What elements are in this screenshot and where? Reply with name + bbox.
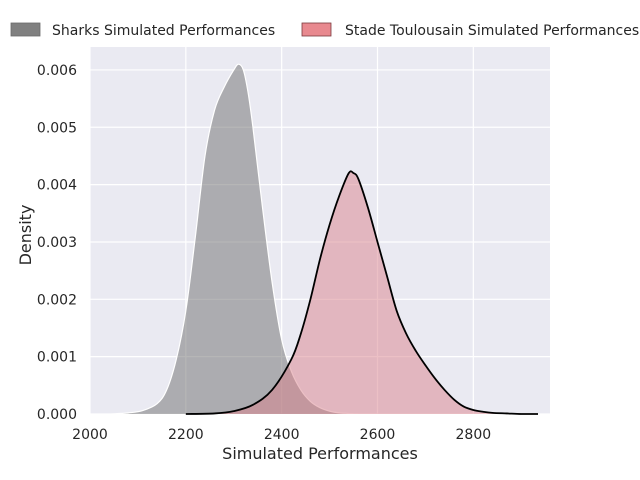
- legend-swatch-sharks: [10, 22, 41, 37]
- x-tick-label-3: 2600: [360, 427, 396, 443]
- x-axis-label: Simulated Performances: [222, 444, 418, 463]
- x-tick-label-1: 2200: [168, 427, 204, 443]
- y-tick-label-5: 0.005: [37, 120, 77, 136]
- density-area-1: [185, 171, 539, 414]
- x-tick-label-2: 2400: [264, 427, 300, 443]
- y-tick-label-4: 0.004: [37, 178, 77, 194]
- y-axis-ticks: 0.000 0.001 0.002 0.003 0.004 0.005 0.006: [37, 63, 77, 423]
- x-axis-ticks: 2000 2200 2400 2600 2800: [72, 427, 491, 443]
- x-tick-label-0: 2000: [72, 427, 108, 443]
- y-tick-label-3: 0.003: [37, 235, 77, 251]
- density-area-0: [111, 64, 378, 414]
- y-axis-label: Density: [16, 205, 35, 266]
- legend: Sharks Simulated Performances Stade Toul…: [10, 22, 639, 39]
- density-line-1: [185, 170, 539, 415]
- y-tick-label-2: 0.002: [37, 292, 77, 308]
- legend-label-sharks: Sharks Simulated Performances: [52, 23, 275, 39]
- grid-lines: [89, 47, 550, 415]
- x-tick-label-4: 2800: [456, 427, 492, 443]
- legend-swatch-stade-toulousain: [301, 22, 332, 37]
- y-tick-label-1: 0.001: [37, 350, 77, 366]
- density-areas: [111, 63, 539, 415]
- y-tick-label-6: 0.006: [37, 63, 77, 79]
- y-tick-label-0: 0.000: [37, 407, 77, 423]
- legend-label-stade-toulousain: Stade Toulousain Simulated Performances: [345, 23, 639, 39]
